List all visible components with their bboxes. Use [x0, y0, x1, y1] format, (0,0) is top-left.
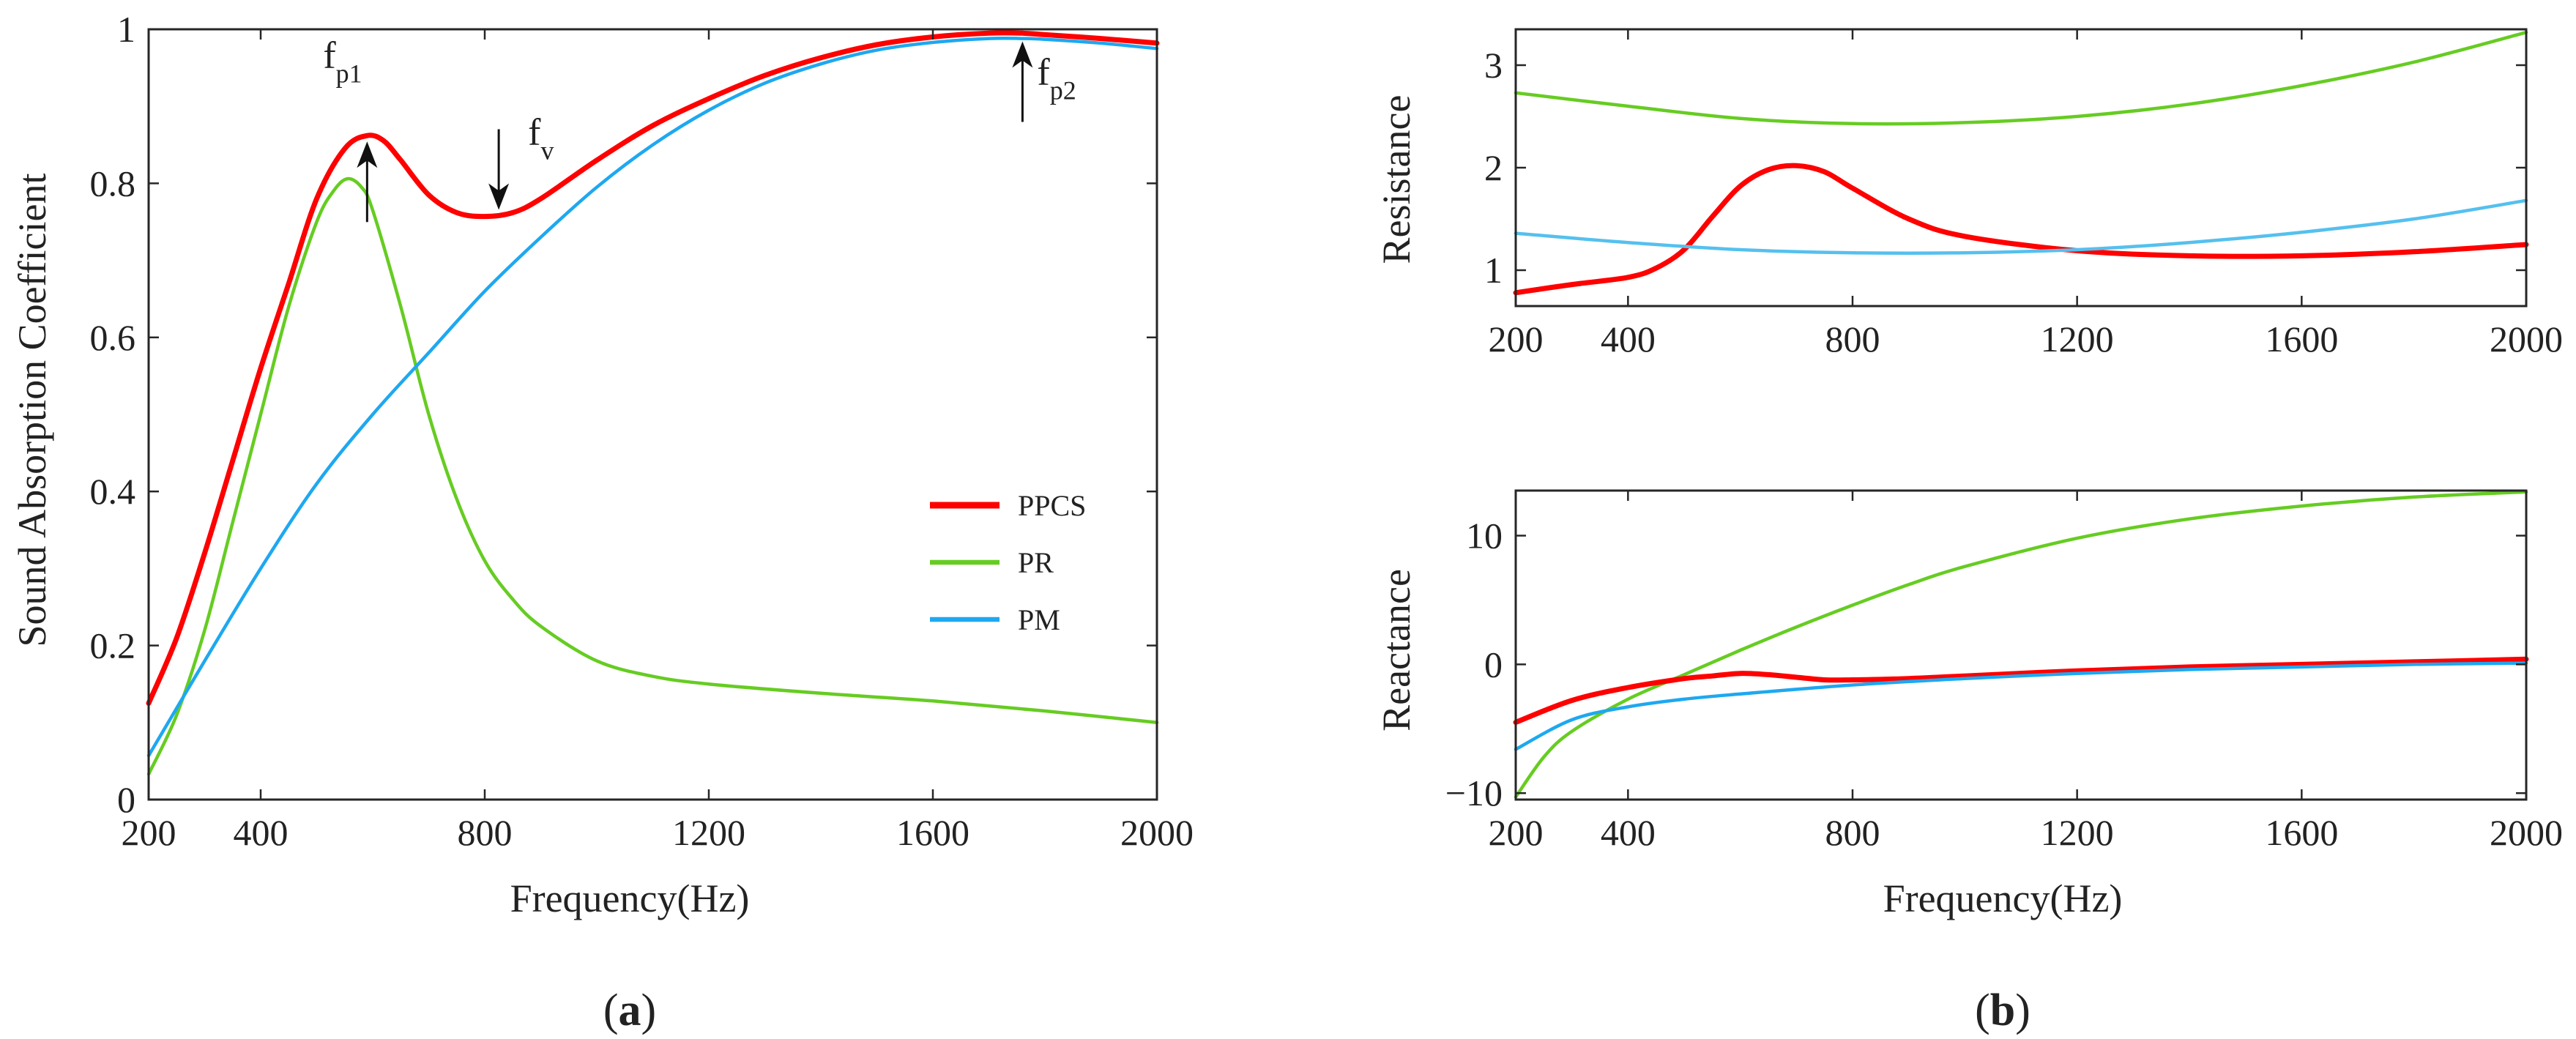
series-line-pr	[1514, 490, 2528, 799]
series-line-pm	[1514, 198, 2528, 255]
panel-letter-b: b	[1990, 986, 2015, 1035]
x-tick-label: 400	[234, 812, 289, 853]
panel-label-a: (a)	[603, 986, 656, 1035]
series-line-pm	[146, 36, 1159, 758]
x-tick-label: 800	[458, 812, 513, 853]
x-tick-label: 2000	[2490, 319, 2563, 360]
legend: PPCS PR PM	[930, 489, 1086, 636]
axes-resistance: 200 400 800 1200 1600 2000 1 2 3	[1484, 28, 2563, 360]
y-tick-label: 2	[1484, 147, 1503, 188]
y-tick-label: −10	[1445, 772, 1503, 813]
annotation-label: fp2	[1037, 52, 1076, 105]
x-tick-label: 200	[122, 812, 176, 853]
series-line-ppcs	[1513, 163, 2529, 296]
annotation-fv: fv	[488, 111, 554, 210]
x-tick-label: 800	[1825, 319, 1880, 360]
x-tick-label: 1600	[2265, 319, 2338, 360]
x-tick-label: 1600	[2265, 812, 2338, 853]
y-axis-label-reactance: Reactance	[1374, 569, 1418, 731]
annotation-arrow-head	[488, 183, 510, 210]
plot-frame	[147, 28, 1158, 801]
x-tick-label: 800	[1825, 812, 1880, 853]
legend-item-pm: PM	[930, 603, 1060, 636]
legend-label: PR	[1018, 546, 1054, 579]
y-tick-label: 0.8	[90, 163, 136, 204]
series-line-pr	[146, 176, 1159, 776]
x-tick-label: 1600	[896, 812, 969, 853]
y-axis-label-absorption: Sound Absorption Coefficient	[10, 174, 54, 647]
series-line-ppcs	[1513, 656, 2529, 725]
y-tick-label: 1	[1484, 250, 1503, 291]
axes-absorption-coefficient: 200 400 800 1200 1600 2000 0 0.2 0.4 0.6 0.8 1 fp1 fv…	[90, 9, 1194, 853]
x-tick-label: 400	[1601, 319, 1656, 360]
x-tick-label: 2000	[1120, 812, 1194, 853]
annotation-label: fv	[528, 111, 554, 165]
y-tick-label: 10	[1466, 515, 1503, 556]
annotation-fp1: fp1	[323, 34, 378, 223]
legend-item-pr: PR	[930, 546, 1054, 579]
legend-label: PM	[1018, 603, 1060, 636]
series-line-pr	[1514, 30, 2528, 126]
panel-label-b: (b)	[1975, 986, 2030, 1035]
annotation-arrow-head	[357, 141, 378, 168]
series-line-ppcs	[146, 30, 1160, 706]
annotation-label: fp1	[323, 34, 362, 88]
panel-letter-a: a	[619, 986, 641, 1035]
y-axis-label-resistance: Resistance	[1374, 95, 1418, 264]
y-tick-label: 0.4	[90, 471, 136, 512]
annotation-fp2: fp2	[1012, 41, 1076, 122]
y-tick-label: 0.6	[90, 317, 136, 358]
x-axis-label-b: Frequency(Hz)	[1883, 876, 2123, 920]
x-tick-label: 2000	[2490, 812, 2563, 853]
axes-reactance: 200 400 800 1200 1600 2000 −10 0 10	[1445, 489, 2563, 853]
annotation-arrow-head	[1012, 41, 1033, 68]
series-line-pm	[1514, 661, 2528, 751]
x-tick-label: 1200	[672, 812, 745, 853]
x-tick-label: 200	[1489, 319, 1544, 360]
y-tick-label: 3	[1484, 45, 1503, 86]
y-tick-label: 0.2	[90, 625, 136, 666]
y-tick-label: 0	[1484, 644, 1503, 685]
x-tick-label: 400	[1601, 812, 1656, 853]
legend-label: PPCS	[1018, 489, 1086, 522]
x-tick-label: 1200	[2041, 319, 2114, 360]
legend-item-ppcs: PPCS	[930, 489, 1086, 522]
x-axis-label-a: Frequency(Hz)	[510, 876, 750, 920]
y-tick-label: 0	[117, 779, 135, 820]
x-tick-label: 200	[1489, 812, 1544, 853]
y-tick-label: 1	[117, 9, 135, 50]
plot-frame	[1514, 489, 2528, 801]
x-tick-label: 1200	[2041, 812, 2114, 853]
